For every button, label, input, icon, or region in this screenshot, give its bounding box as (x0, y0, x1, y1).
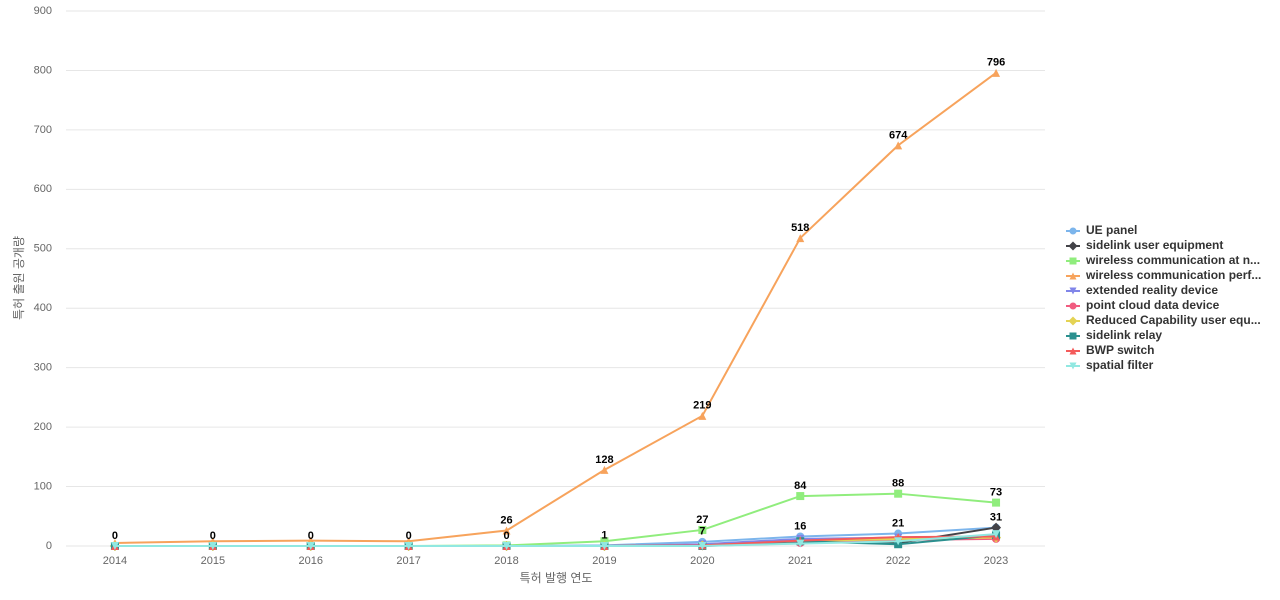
data-point (796, 539, 805, 548)
data-point (991, 522, 1002, 533)
y-tick-label: 400 (34, 302, 52, 314)
legend-label: spatial filter (1086, 358, 1154, 372)
data-label: 84 (794, 480, 807, 492)
x-tick-label: 2016 (299, 555, 323, 567)
legend-marker (1069, 257, 1077, 265)
x-tick-label: 2019 (592, 555, 616, 567)
data-point (992, 530, 1001, 539)
y-tick-label: 100 (34, 480, 52, 492)
legend-label: extended reality device (1086, 283, 1218, 297)
y-tick-label: 800 (34, 64, 52, 76)
data-point (796, 234, 805, 243)
x-tick-label: 2021 (788, 555, 812, 567)
data-label: 0 (406, 530, 412, 542)
legend-label: wireless communication at n... (1085, 253, 1260, 267)
data-point (894, 489, 903, 498)
data-point (796, 492, 805, 501)
legend-label: UE panel (1086, 223, 1137, 237)
x-tick-label: 2017 (396, 555, 420, 567)
data-label: 0 (503, 530, 509, 542)
legend-label: point cloud data device (1086, 298, 1220, 312)
series-line (114, 533, 997, 547)
data-point (600, 465, 609, 474)
x-tick-label: 2022 (886, 555, 910, 567)
data-point (208, 542, 217, 550)
data-label: 219 (693, 400, 711, 412)
data-point (502, 526, 511, 535)
y-tick-label: 600 (34, 183, 52, 195)
legend-marker (1069, 302, 1077, 310)
data-label: 0 (112, 530, 118, 542)
legend-marker (1068, 241, 1078, 251)
legend-marker (1069, 272, 1077, 280)
x-axis-title: 특허 발행 연도 (520, 570, 593, 585)
legend-marker (1069, 287, 1077, 295)
data-label: 88 (892, 478, 904, 490)
legend-label: sidelink user equipment (1086, 238, 1223, 252)
data-label: 518 (791, 222, 809, 234)
data-point (698, 542, 707, 550)
legend-marker (1069, 332, 1077, 340)
y-tick-label: 200 (34, 421, 52, 433)
data-label: 796 (987, 57, 1005, 69)
y-tick-label: 0 (46, 540, 52, 552)
data-label: 1 (601, 529, 607, 541)
data-point (600, 542, 609, 550)
data-label: 0 (308, 530, 314, 542)
y-axis-title: 특허 출원 공개량 (12, 236, 26, 320)
legend-label: Reduced Capability user equ... (1086, 313, 1261, 327)
data-label: 27 (696, 514, 708, 526)
x-tick-label: 2020 (690, 555, 714, 567)
data-point (894, 141, 903, 150)
x-tick-label: 2015 (201, 555, 225, 567)
data-label: 31 (990, 511, 1002, 523)
data-label: 21 (892, 517, 904, 529)
x-tick-label: 2018 (494, 555, 518, 567)
y-tick-label: 900 (34, 5, 52, 17)
legend-marker (1068, 316, 1078, 326)
data-point (992, 498, 1001, 507)
y-tick-label: 700 (34, 124, 52, 136)
data-label: 26 (500, 514, 512, 526)
legend-label: wireless communication perf... (1085, 268, 1261, 282)
legend-marker (1069, 362, 1077, 370)
data-point (698, 411, 707, 420)
data-point (698, 525, 707, 534)
series-line (114, 72, 997, 545)
data-label: 7 (699, 526, 705, 538)
y-tick-label: 500 (34, 243, 52, 255)
data-label: 674 (889, 129, 908, 141)
data-point (110, 542, 119, 550)
data-point (306, 542, 315, 550)
x-tick-label: 2023 (984, 555, 1008, 567)
data-label: 73 (990, 487, 1002, 499)
y-tick-label: 300 (34, 362, 52, 374)
data-label: 16 (794, 520, 806, 532)
data-point (404, 542, 413, 550)
legend-marker (1069, 227, 1077, 235)
legend-label: BWP switch (1086, 343, 1154, 357)
legend-label: sidelink relay (1086, 328, 1162, 342)
data-label: 128 (595, 454, 613, 466)
data-label: 0 (210, 530, 216, 542)
data-point (502, 542, 511, 550)
legend-marker (1069, 347, 1077, 355)
data-point (894, 537, 903, 546)
data-point (992, 68, 1001, 77)
x-tick-label: 2014 (103, 555, 127, 567)
